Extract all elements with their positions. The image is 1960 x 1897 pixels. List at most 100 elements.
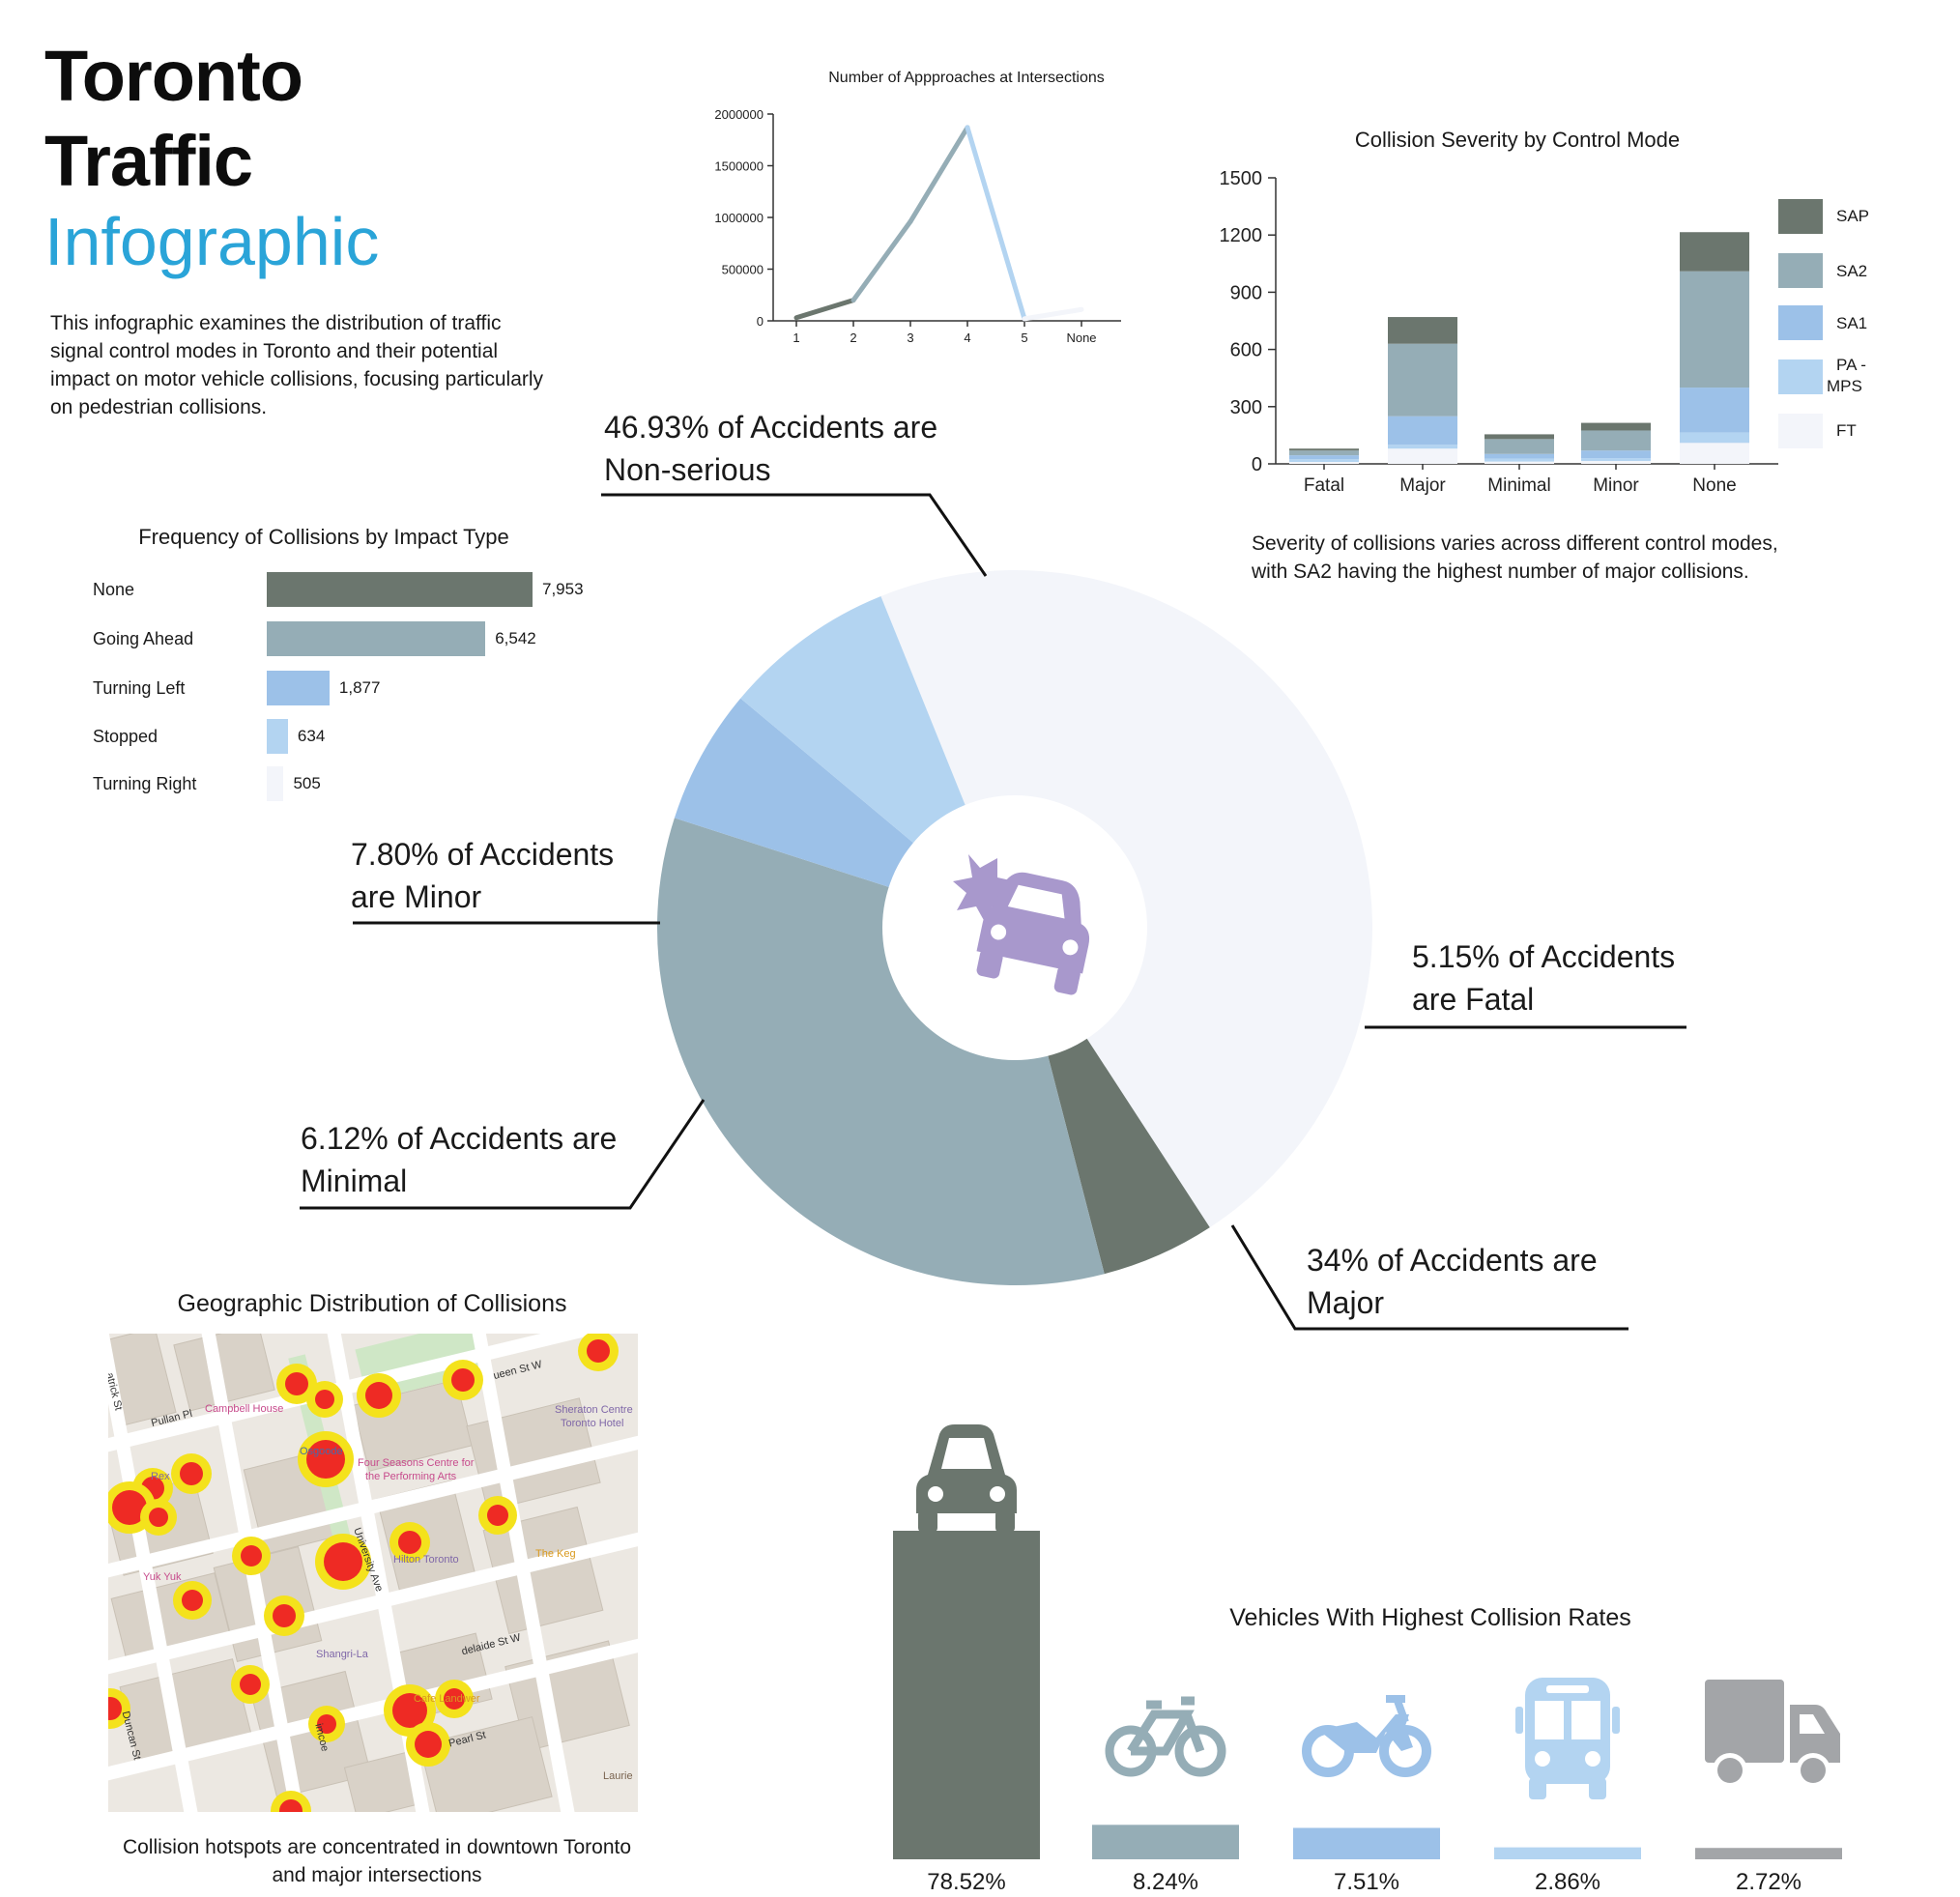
line-chart-y-tick-label: 500000 [722,263,764,277]
stacked-bar-segment [1289,455,1359,460]
map-place-fourseasons-2: the Performing Arts [365,1471,457,1482]
bus-icon [1515,1678,1620,1799]
map-place-fourseasons-1: Four Seasons Centre for [358,1457,475,1469]
callout-minor-2: are Minor [351,879,482,914]
impact-value: 634 [297,727,326,745]
collision-hotspot-core [240,1674,261,1695]
stacked-chart-x-tick-label: Fatal [1304,475,1344,496]
title-toronto: Toronto [44,36,303,116]
line-chart-point [966,125,969,129]
impact-bar [267,572,533,607]
collision-hotspot-core [306,1440,345,1479]
collision-hotspot-core [444,1688,465,1710]
collision-hotspot-core [487,1505,508,1526]
stacked-chart-y-tick-label: 1500 [1220,168,1263,189]
map-place-shangrila: Shangri-La [316,1649,368,1660]
car-icon [916,1424,1017,1533]
vehicle-bar-bicycle [1092,1825,1239,1859]
stacked-bar-segment [1680,443,1749,464]
vehicle-bar-motorcycle [1293,1827,1440,1859]
stacked-bar-segment [1581,422,1651,431]
map-caption-line1: Collision hotspots are concentrated in d… [122,1836,632,1858]
impact-bar [267,719,288,754]
stacked-note-line2: with SA2 having the highest number of ma… [1252,560,1749,583]
line-chart-x-tick-label: 1 [793,331,799,345]
map-caption-line2: and major intersections [272,1864,482,1886]
collision-hotspot-core [587,1339,610,1363]
collision-hotspot-core [315,1390,334,1409]
stacked-chart-y-tick-label: 600 [1230,340,1262,361]
line-chart-x-tick-label: 3 [907,331,913,345]
callout-major-2: Major [1307,1285,1385,1320]
impact-value: 6,542 [495,629,536,647]
map-place-hilton: Hilton Toronto [393,1554,459,1566]
line-chart-point [1023,316,1026,321]
line-chart-segment [850,218,913,303]
stacked-bar-segment [1388,448,1457,464]
line-chart-point [794,315,798,320]
stacked-bar-segment [1484,461,1554,464]
callout-line-major [1230,1224,1629,1331]
title-infographic: Infographic [44,204,380,279]
impact-label: Turning Left [93,678,186,698]
line-chart-segment [965,125,1027,322]
line-chart-point [851,298,855,302]
line-chart-segment [908,125,970,224]
callout-nonserious-2: Non-serious [604,452,771,487]
stacked-bar-segment [1289,462,1359,464]
map-street-osgoode: Osgoode [300,1446,343,1457]
stacked-chart-x-tick-label: Minor [1593,475,1639,496]
impact-label: None [93,580,135,599]
vehicle-pct-motorcycle: 7.51% [1333,1869,1400,1895]
collision-hotspot-core [317,1714,336,1734]
collision-hotspot-core [451,1368,475,1392]
callout-minor-1: 7.80% of Accidents [351,837,615,872]
truck-icon [1705,1680,1840,1788]
legend-swatch-sa1 [1778,305,1823,340]
callout-fatal-1: 5.15% of Accidents [1412,939,1676,974]
line-chart-segment [793,298,856,321]
impact-bar [267,671,330,705]
line-chart-point [908,219,912,224]
stacked-bar-segment [1680,388,1749,433]
stacked-chart-y-tick-label: 0 [1252,454,1262,475]
donut-chart [657,570,1372,1285]
stacked-bar-segment [1581,450,1651,459]
stacked-bar-segment [1388,317,1457,344]
motorcycle-icon [1302,1695,1431,1777]
bicycle-icon [1105,1696,1226,1777]
impact-chart-title: Frequency of Collisions by Impact Type [138,525,509,549]
impact-label: Going Ahead [93,629,194,648]
legend-swatch-sa2 [1778,253,1823,288]
legend-label-sa2: SA2 [1836,262,1868,280]
collision-hotspot-core [180,1462,203,1485]
legend-label-mps: MPS [1827,377,1862,395]
line-chart-y-tick-label: 2000000 [714,107,764,122]
callout-nonserious-1: 46.93% of Accidents are [604,410,938,445]
intro-text: This infographic examines the distributi… [50,312,544,418]
stacked-bar-segment [1484,434,1554,440]
impact-bar [267,766,284,801]
collision-hotspot-core [392,1693,427,1728]
collision-hotspot-core [398,1531,421,1554]
collision-hotspot-core [365,1382,392,1409]
legend-label-sa1: SA1 [1836,314,1868,332]
callout-line-nonserious [601,493,988,577]
impact-value: 505 [293,774,321,792]
car-crash-icon [953,854,1090,995]
stacked-bar-segment [1484,458,1554,462]
stacked-bar-segment [1388,416,1457,446]
vehicle-pct-bus: 2.86% [1534,1869,1601,1895]
vehicle-pct-truck: 2.72% [1735,1869,1802,1895]
collision-map[interactable]: Campbell House Four Seasons Centre for t… [108,1334,638,1812]
stacked-chart-x-tick-label: Major [1399,475,1446,496]
stacked-chart: 0 300 600 900 1200 1500 Fatal Major Minimal Minor… [1220,168,1778,496]
legend-label-pa: PA - [1836,356,1866,374]
line-chart-y-tick-label: 1000000 [714,211,764,225]
map-place-laurie: Laurie [603,1770,633,1782]
legend-swatch-sap [1778,199,1823,234]
stacked-bar-segment [1388,343,1457,417]
stacked-chart-title: Collision Severity by Control Mode [1354,128,1681,152]
line-chart-x-tick-label: None [1066,331,1096,345]
